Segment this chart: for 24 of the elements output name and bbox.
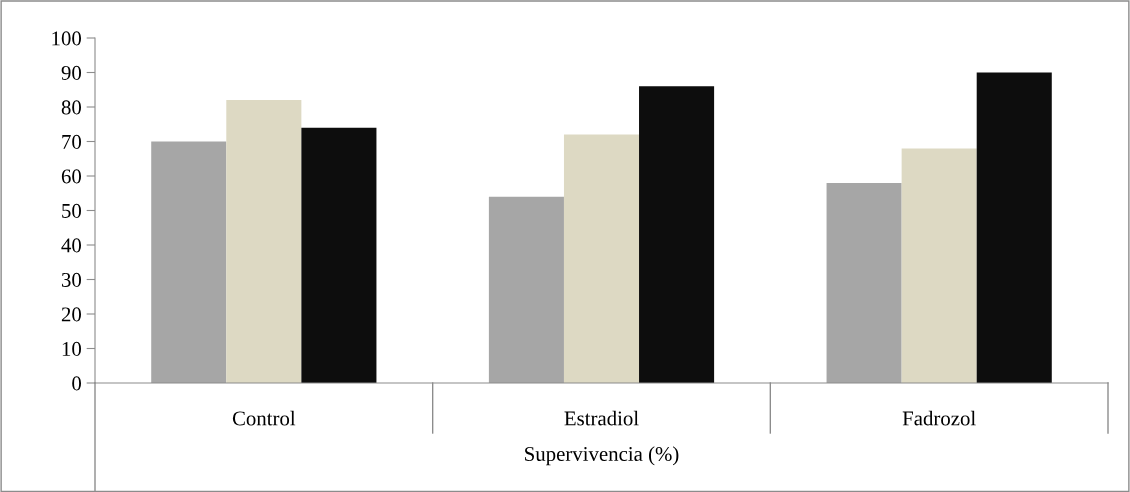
bar	[976, 72, 1052, 383]
y-tick-label: 40	[61, 238, 82, 253]
y-tick-label: 60	[61, 169, 82, 184]
y-tick-label: 90	[61, 65, 82, 80]
y-tick-label: 10	[62, 341, 82, 356]
bar	[488, 196, 564, 383]
y-tick-label: 100	[52, 31, 82, 46]
x-axis-title: Supervivencia (%)	[525, 446, 679, 466]
y-tick-label: 30	[61, 272, 82, 287]
x-tick-label: Estradiol	[564, 410, 639, 426]
x-tick-label: Fadrozol	[902, 410, 976, 426]
y-tick-label: 80	[61, 100, 82, 115]
bar	[563, 134, 640, 383]
bar	[301, 127, 377, 383]
y-tick-label: 70	[62, 134, 82, 149]
y-tick-label: 20	[61, 307, 82, 322]
bar	[151, 141, 227, 383]
bar	[826, 182, 902, 383]
bar	[226, 100, 302, 383]
bar	[901, 148, 977, 383]
y-tick-label: 50	[62, 203, 82, 218]
bar	[639, 86, 715, 383]
x-tick-label: Control	[232, 410, 296, 426]
y-tick-label: 0	[72, 376, 82, 391]
